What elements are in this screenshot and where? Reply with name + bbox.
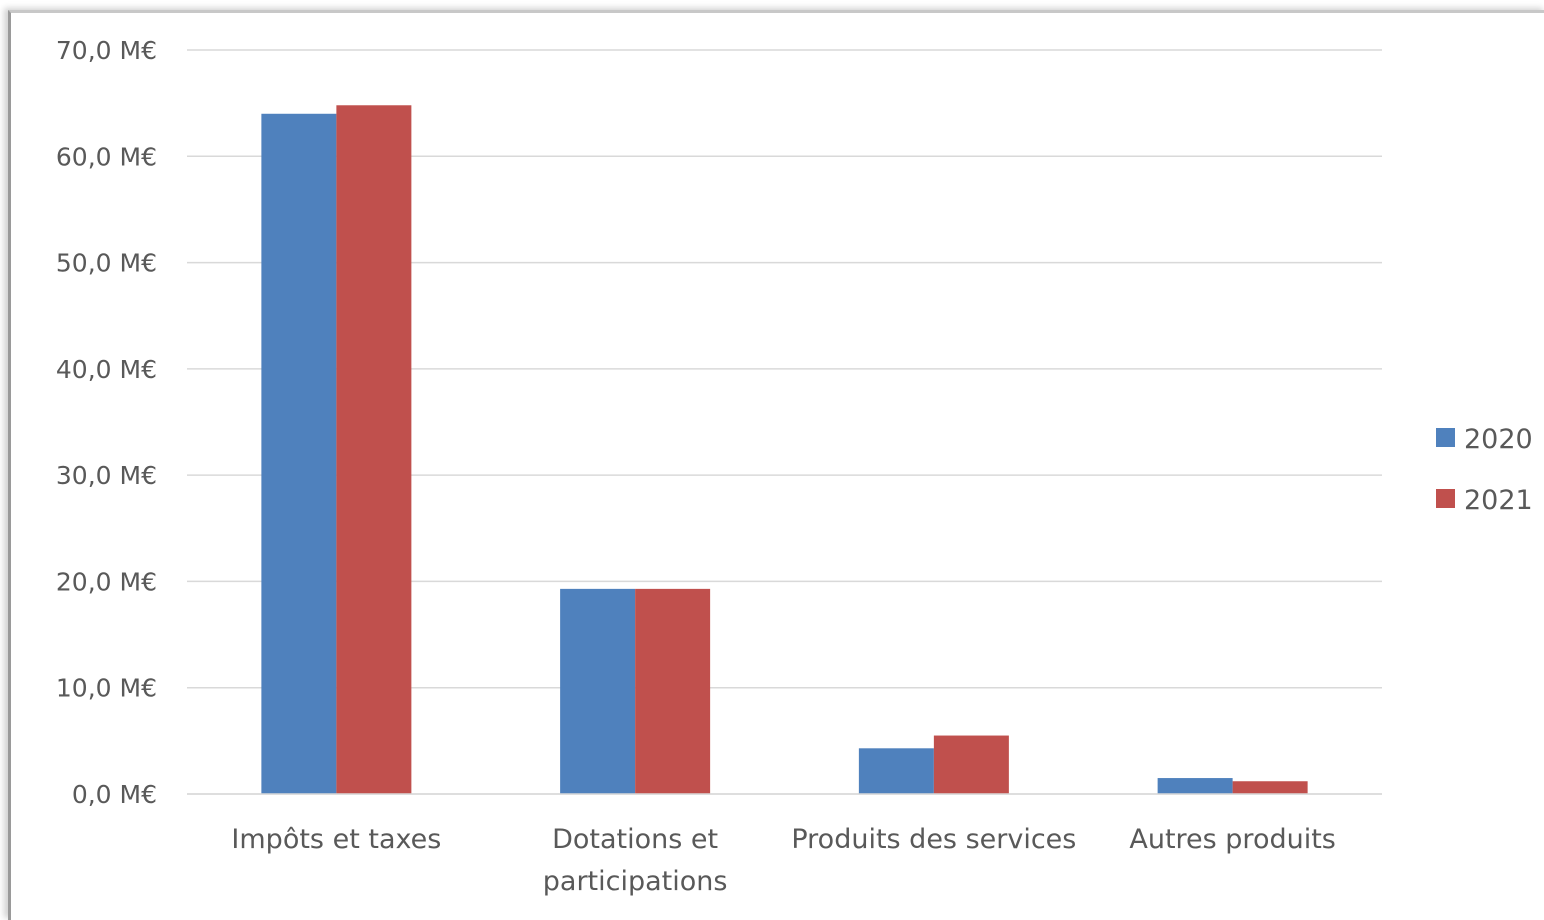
bar-2020 (560, 588, 636, 794)
y-axis: 0,0 M€ 10,0 M€ 20,0 M€ 30,0 M€ 40,0 M€ 50,0 M… (56, 36, 157, 809)
y-tick-label: 30,0 M€ (56, 461, 157, 490)
y-tick-label: 10,0 M€ (56, 674, 157, 703)
y-tick-label: 50,0 M€ (56, 249, 157, 278)
x-axis: Impôts et taxes Dotations et participation… (187, 793, 1382, 897)
y-tick-label: 70,0 M€ (56, 36, 157, 65)
legend-swatch (1436, 428, 1455, 447)
legend-swatch (1436, 489, 1455, 508)
legend-label: 2020 (1464, 424, 1533, 455)
bar-2020 (1157, 778, 1233, 794)
bar-2021 (933, 735, 1009, 794)
x-tick-label: Dotations et participations (543, 824, 728, 897)
legend: 2020 2021 (1436, 424, 1533, 516)
bar-2021 (1232, 781, 1308, 794)
y-tick-label: 20,0 M€ (56, 567, 157, 596)
bar-2021 (336, 105, 412, 795)
y-tick-label: 40,0 M€ (56, 355, 157, 384)
x-tick-label: Autres produits (1129, 824, 1336, 855)
x-tick-label: Impôts et taxes (231, 824, 441, 855)
x-tick-label: Produits des services (791, 824, 1076, 855)
bar-2020 (261, 113, 337, 795)
y-tick-label: 60,0 M€ (56, 142, 157, 171)
bars (261, 105, 1308, 795)
legend-label: 2021 (1464, 485, 1533, 516)
bar-2020 (858, 748, 934, 794)
y-tick-label: 0,0 M€ (72, 780, 157, 809)
bar-2021 (635, 588, 711, 794)
